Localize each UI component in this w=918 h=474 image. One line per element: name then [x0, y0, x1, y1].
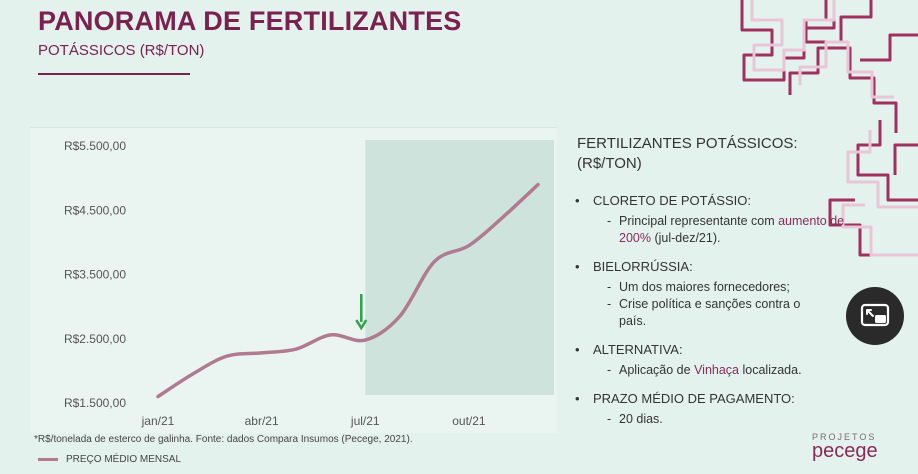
bullet-head: PRAZO MÉDIO DE PAGAMENTO: — [593, 391, 795, 406]
y-tick-label: R$5.500,00 — [64, 139, 126, 153]
page-subtitle: POTÁSSICOS (R$/TON) — [38, 42, 205, 59]
picture-in-picture-button[interactable] — [846, 287, 904, 345]
bullet-list: • CLORETO DE POTÁSSIO: - Principal represe… — [575, 192, 865, 439]
side-title: FERTILIZANTES POTÁSSICOS: (R$/TON) — [577, 135, 798, 172]
bullet-sub: - Aplicação de Vinhaça localizada. — [607, 363, 802, 377]
bullet-item: • PRAZO MÉDIO DE PAGAMENTO: -20 dias. — [575, 390, 865, 428]
x-tick-label: jan/21 — [141, 414, 175, 428]
bullet-sub: - Um dos maiores fornecedores; — [607, 280, 790, 294]
legend-swatch — [38, 458, 58, 461]
brand-logo: PROJETOS pecege — [812, 432, 878, 462]
bullet-dot: • — [575, 342, 580, 357]
y-tick-label: R$3.500,00 — [64, 268, 126, 282]
page-title: PANORAMA DE FERTILIZANTES — [38, 6, 462, 36]
y-tick-label: R$2.500,00 — [64, 332, 126, 346]
bullet-head: BIELORRÚSSIA: — [593, 259, 693, 274]
highlight-text: aumento de 200% — [619, 214, 845, 245]
series-line — [156, 182, 540, 399]
bullet-dot: • — [575, 391, 580, 406]
chart-legend: PREÇO MÉDIO MENSAL — [38, 454, 181, 465]
bullet-sub: - Crise política e sanções contra o país. — [607, 297, 801, 328]
chart-panel: R$1.500,00 R$2.500,00 R$3.500,00 R$4.500,00… — [30, 127, 557, 433]
picture-in-picture-icon — [860, 303, 890, 327]
x-tick-label: abr/21 — [245, 414, 279, 428]
bullet-sub: -20 dias. — [607, 412, 663, 426]
highlight-text: Vinhaça — [694, 363, 740, 377]
y-tick-label: R$1.500,00 — [64, 396, 126, 410]
chart-footnote: *R$/tonelada de esterco de galinha. Font… — [34, 434, 413, 445]
x-tick-label: out/21 — [452, 414, 486, 428]
y-tick-label: R$4.500,00 — [64, 203, 126, 217]
price-line-chart: R$1.500,00 R$2.500,00 R$3.500,00 R$4.500,00… — [64, 139, 554, 428]
bullet-item: • ALTERNATIVA: - Aplicação de Vinhaça loca… — [575, 341, 865, 379]
bullet-dot: • — [575, 193, 580, 208]
legend-label: PREÇO MÉDIO MENSAL — [66, 454, 182, 465]
subtitle-underline — [38, 73, 190, 75]
bullet-head: ALTERNATIVA: — [593, 342, 683, 357]
arrow-head — [355, 319, 368, 331]
bullet-head: CLORETO DE POTÁSSIO: — [593, 193, 751, 208]
brand-small: PROJETOS — [812, 432, 877, 442]
bullet-dot: • — [575, 259, 580, 274]
highlight-region — [365, 140, 554, 395]
bullet-item: • BIELORRÚSSIA: - Um dos maiores fornecedo… — [575, 258, 865, 330]
x-tick-label: jul/21 — [350, 414, 380, 428]
bullet-sub: - Principal representante com aumento de … — [607, 214, 845, 245]
brand-name: pecege — [812, 440, 878, 462]
bullet-item: • CLORETO DE POTÁSSIO: - Principal represe… — [575, 192, 865, 247]
